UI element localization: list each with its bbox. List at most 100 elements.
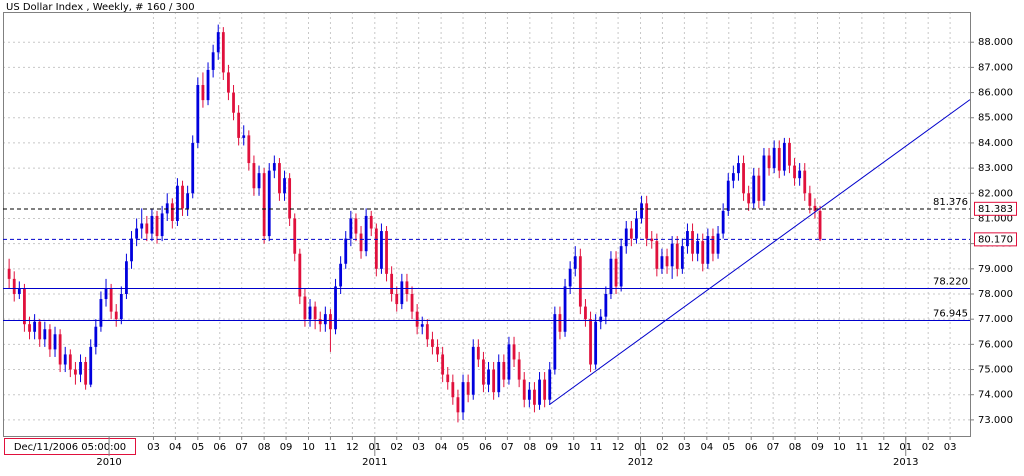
candle-body	[272, 163, 276, 171]
candle-body	[762, 155, 766, 201]
x-tick-label: 10	[833, 442, 846, 453]
x-tick-label: 08	[789, 442, 802, 453]
candle-body	[283, 178, 286, 194]
x-tick-label: 12	[877, 442, 890, 453]
candle-body	[364, 215, 368, 252]
year-label: 2010	[96, 457, 121, 468]
candle-body	[451, 382, 455, 398]
candle-body	[79, 361, 82, 375]
candle-body	[767, 155, 771, 169]
y-tick-label: 77.000	[978, 314, 1013, 325]
candle-body	[104, 288, 108, 300]
x-tick-label: 11	[590, 442, 603, 453]
candle-body	[369, 215, 373, 229]
candle-body	[7, 268, 11, 279]
x-tick-label: 03	[944, 442, 957, 453]
x-tick-label: 10	[567, 442, 580, 453]
candle-body	[313, 306, 317, 320]
candle-body	[461, 382, 465, 413]
candle-body	[696, 241, 700, 254]
candle-body	[405, 281, 409, 294]
candle-body	[68, 354, 72, 370]
candle-body	[186, 193, 190, 209]
candle-body	[431, 339, 434, 347]
candle-body	[140, 223, 144, 229]
candle-body	[237, 112, 241, 138]
candle-body	[196, 85, 200, 143]
candle-body	[242, 135, 246, 138]
price-marker-label: 81.383	[978, 204, 1013, 215]
candle-body	[125, 261, 128, 294]
candle-body	[624, 228, 628, 247]
candle-body	[716, 233, 720, 254]
candle-body	[201, 85, 205, 101]
x-tick-label: 12	[346, 442, 359, 453]
x-tick-label: 02	[656, 442, 669, 453]
x-tick-label: 04	[169, 442, 182, 453]
x-tick-label: 07	[235, 442, 248, 453]
candle-body	[691, 231, 694, 254]
y-tick-label: 84.000	[978, 138, 1013, 149]
candle-body	[48, 329, 52, 350]
candle-body	[216, 32, 220, 53]
candle-body	[43, 329, 47, 340]
y-tick-label: 81.000	[978, 213, 1013, 224]
chart-title: US Dollar Index , Weekly, # 160 / 300	[6, 2, 195, 13]
candle-body	[74, 369, 77, 375]
y-tick-label: 83.000	[978, 163, 1013, 174]
x-tick-label: 03	[412, 442, 425, 453]
y-tick-label: 82.000	[978, 188, 1013, 199]
candle-body	[119, 293, 123, 320]
candle-body	[721, 210, 725, 234]
candle-body	[380, 231, 383, 269]
candle-body	[456, 397, 460, 413]
candle-body	[640, 203, 643, 219]
candle-body	[334, 286, 337, 330]
candle-body	[782, 142, 786, 171]
x-tick-label: 09	[811, 442, 824, 453]
candle-body	[665, 256, 669, 267]
level-label: 76.945	[933, 309, 968, 320]
x-tick-label: 11	[324, 442, 337, 453]
candle-body	[538, 379, 541, 405]
x-tick-label: 04	[700, 442, 713, 453]
candle-body	[701, 241, 705, 264]
candle-body	[23, 288, 26, 325]
trendline	[548, 99, 971, 406]
candle-body	[446, 374, 450, 383]
year-label: 2011	[362, 457, 387, 468]
x-tick-label: 06	[213, 442, 226, 453]
y-tick-label: 75.000	[978, 365, 1013, 376]
candle-body	[818, 210, 822, 240]
candle-body	[211, 52, 215, 70]
candle-body	[165, 203, 169, 214]
x-tick-label: 09	[545, 442, 558, 453]
candle-body	[385, 231, 388, 274]
candle-body	[757, 175, 761, 201]
candle-body	[487, 369, 490, 385]
candle-body	[257, 173, 261, 189]
x-tick-label: 05	[457, 442, 470, 453]
year-label: 2012	[628, 457, 653, 468]
candle-body	[614, 258, 618, 287]
candle-body	[28, 324, 31, 332]
x-tick-label: 05	[722, 442, 735, 453]
candle-body	[318, 319, 322, 325]
candle-body	[660, 256, 664, 269]
x-tick-label: 08	[523, 442, 536, 453]
candle-body	[425, 324, 429, 340]
candle-body	[53, 334, 57, 350]
y-tick-label: 88.000	[978, 37, 1013, 48]
candle-body	[492, 369, 496, 393]
candle-body	[252, 163, 256, 189]
x-tick-label: 06	[479, 442, 492, 453]
candle-body	[466, 382, 470, 395]
candle-body	[181, 185, 184, 209]
candle-body	[441, 354, 445, 375]
y-tick-label: 76.000	[978, 339, 1013, 350]
candle-body	[752, 175, 756, 204]
candle-body	[737, 163, 740, 174]
candle-body	[747, 193, 751, 204]
candle-body	[436, 346, 439, 355]
